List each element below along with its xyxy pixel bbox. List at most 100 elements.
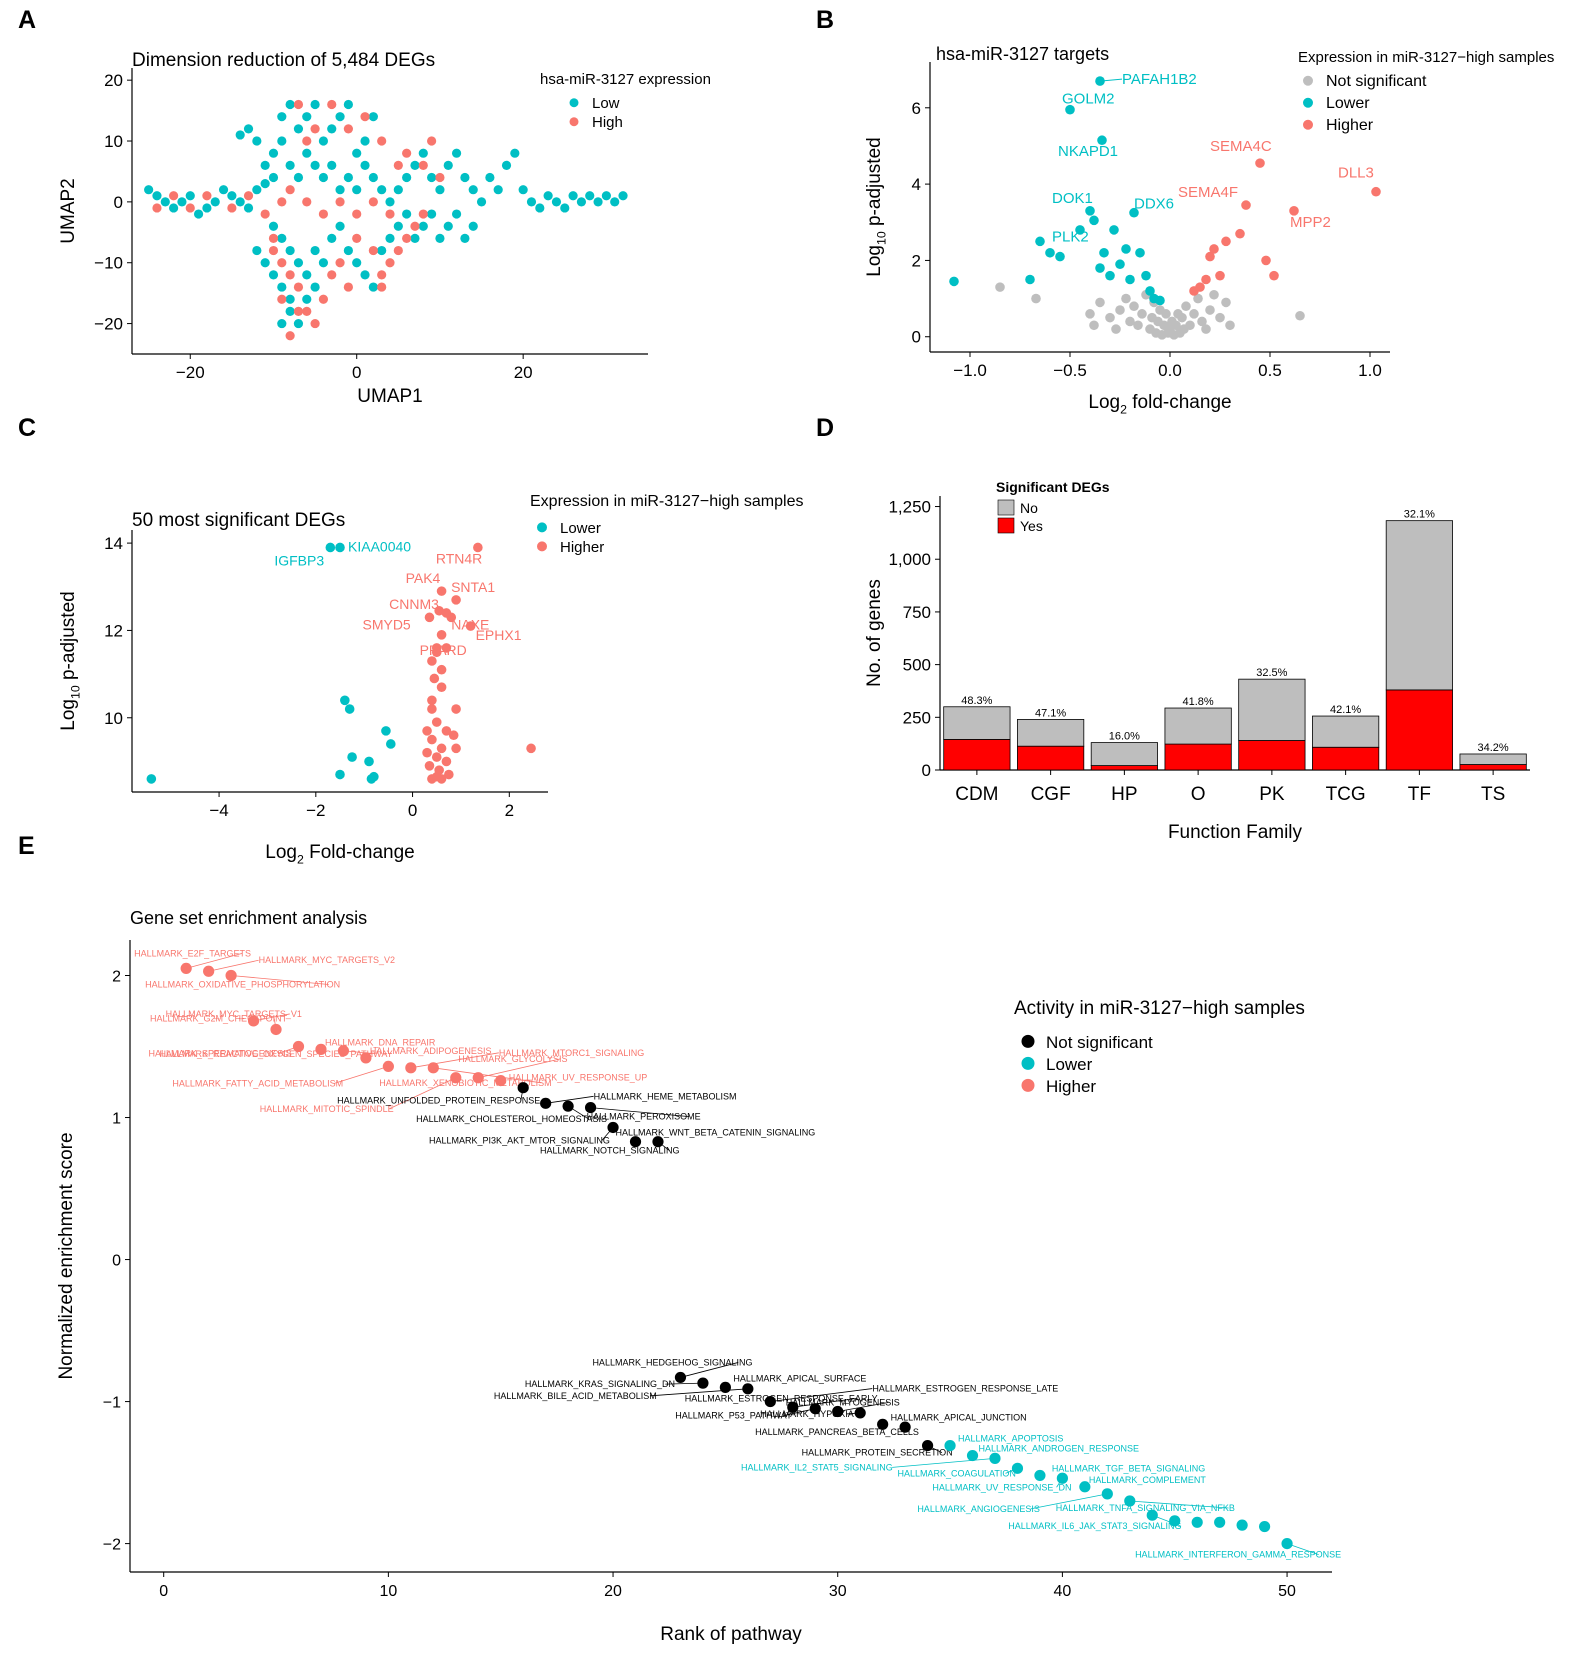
point-low [451,148,462,158]
point-higher [427,695,437,706]
point-not-significant [1221,297,1231,308]
point-lower [1191,1516,1203,1528]
point-higher [436,586,447,596]
point-low [460,233,470,243]
point-not-significant [1161,309,1171,319]
point-high [318,209,329,219]
point-higher [1269,270,1279,281]
point-label-igfbp3: IGFBP3 [274,552,324,568]
point-low [443,221,453,231]
panel-label-e: E [18,832,35,860]
point-high [410,221,420,231]
legend-title: Expression in miR-3127−high samples [1298,49,1554,66]
point-label-kiaa0040: KIAA0040 [348,538,411,554]
point-label-hallmark-apoptosis: HALLMARK_APOPTOSIS [958,1434,1063,1444]
x-tick-label: TCG [1326,784,1366,805]
point-label-golm2: GOLM2 [1062,91,1115,108]
y-tick-label: 1 [112,1111,121,1128]
label-leader [545,1095,594,1104]
legend-entry-higher: Higher [560,539,604,556]
legend-entry-yes: Yes [1020,518,1043,534]
point-low [352,185,362,195]
point-low [435,185,445,195]
point-low [285,245,295,256]
point-low [352,258,362,268]
legend-key-lower [537,522,547,533]
point-lower [325,542,336,553]
point-low [460,172,470,183]
x-tick-label: 0.0 [1158,361,1182,380]
point-high [293,99,304,110]
legend-key-no [997,499,1015,516]
point-higher [225,969,237,982]
bar-yes-pk [1238,740,1306,771]
point-higher [1205,251,1215,262]
bar-yes-ts [1459,764,1527,771]
points-c: KIAA0040 IGFBP3 RTN4R PAK4 SNTA1 CNNM3 NAXE SMY… [146,538,536,784]
point-low [252,245,262,256]
point-higher [441,643,452,653]
point-low [551,197,562,207]
point-higher [429,673,440,684]
point-low [543,191,553,201]
x-tick-label: 1.0 [1358,361,1382,380]
point-low [410,233,420,243]
x-tick-label: O [1191,784,1206,805]
point-high [385,258,395,268]
y-tick-label: 0 [912,328,921,347]
point-higher [1241,200,1251,210]
point-high [352,209,362,219]
y-tick-label: 0 [922,761,931,780]
bar-no-ts [1459,753,1527,765]
point-lower [344,704,355,714]
point-low [493,185,503,195]
label-leader [650,1388,748,1397]
point-lower [347,752,357,762]
point-not-significant [1197,316,1207,327]
point-low [177,197,187,207]
point-higher [360,1052,372,1064]
point-label-hallmark-glycolysis: HALLMARK_GLYCOLYSIS [458,1054,567,1064]
x-tick-label: TS [1481,784,1505,805]
point-high [352,233,362,243]
point-low [443,160,453,170]
point-label-cnnm3: CNNM3 [389,596,439,612]
point-low [302,270,312,280]
point-label-snta1: SNTA1 [451,579,495,595]
x-tick-label: 2 [505,801,514,820]
point-low [310,160,320,170]
x-axis-label-c: Log2 Fold-change [265,842,414,867]
point-high [318,294,329,304]
point-label-nkapd1: NKAPD1 [1058,143,1118,160]
point-not-significant [1185,320,1195,331]
point-label-hallmark-myc-targets-v1: HALLMARK_MYC_TARGETS_V1 [166,1009,302,1019]
point-high [335,258,345,268]
point-lower [385,739,396,749]
point-label-hallmark-g2m-checkpoint: HALLMARK_G2M_CHECKPOINT [150,1013,288,1023]
point-higher [180,962,192,975]
point-high [227,203,237,213]
point-low [218,185,229,195]
point-low [277,318,287,329]
legend-title: Activity in miR-3127−high samples [1014,998,1305,1019]
point-lower [944,1440,956,1452]
point-low [277,112,287,122]
x-tick-label: −4 [209,801,228,820]
label-leader [601,1127,614,1141]
point-label-hallmark-notch-signaling: HALLMARK_NOTCH_SIGNALING [540,1146,680,1156]
point-label-hallmark-tgf-beta-signaling: HALLMARK_TGF_BETA_SIGNALING [1052,1463,1205,1473]
point-label-ddx6: DDX6 [1134,196,1174,213]
x-tick-label: −2 [306,801,325,820]
point-low [277,282,287,292]
point-label-hallmark-pancreas-beta-cells: HALLMARK_PANCREAS_BETA_CELLS [755,1427,919,1437]
label-leader [334,1066,389,1084]
x-tick-label: TF [1408,784,1431,805]
point-high [327,270,337,280]
point-low [260,258,270,268]
point-low [368,112,378,122]
point-low [310,99,320,110]
point-label-sema4f: SEMA4F [1178,184,1238,201]
point-low [152,191,162,201]
point-higher [1371,186,1381,197]
point-low [402,172,412,183]
